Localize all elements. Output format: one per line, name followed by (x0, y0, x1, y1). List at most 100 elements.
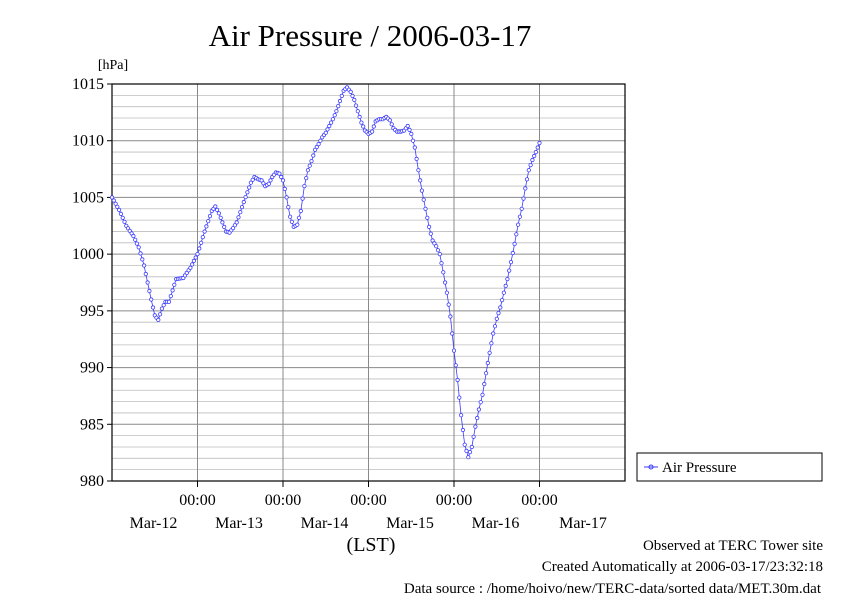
data-point (316, 142, 321, 147)
data-point (216, 211, 221, 216)
data-point (521, 196, 526, 201)
data-point (355, 109, 360, 114)
data-point (330, 117, 335, 122)
data-point (471, 434, 476, 439)
data-point (439, 261, 444, 266)
data-point (268, 178, 273, 183)
data-point (405, 123, 410, 129)
y-tick-label: 995 (80, 303, 104, 320)
data-point (327, 123, 332, 129)
legend-label: Air Pressure (662, 460, 737, 476)
data-point (138, 251, 143, 256)
data-point (304, 176, 309, 181)
data-point (426, 224, 432, 229)
footer-source-line: Data source : /home/hoivo/new/TERC-data/… (404, 581, 822, 595)
x-tick-time-label: 00:00 (436, 492, 472, 509)
data-point (145, 280, 150, 285)
data-point (448, 314, 453, 319)
data-point (352, 97, 357, 103)
data-point (409, 131, 414, 136)
legend-marker (648, 464, 654, 470)
data-point (311, 153, 316, 158)
data-point (115, 204, 120, 209)
y-tick-label: 1010 (72, 133, 104, 150)
data-point (460, 427, 465, 433)
data-point (350, 93, 355, 99)
data-point (430, 238, 435, 243)
data-point (168, 293, 173, 299)
legend: Air Pressure (636, 452, 823, 482)
data-point (117, 207, 122, 212)
data-point (462, 442, 467, 447)
data-point (357, 114, 362, 120)
data-point (284, 195, 289, 200)
x-tick-date-label: Mar-12 (130, 515, 178, 532)
data-point (314, 144, 319, 150)
data-point (492, 324, 498, 329)
data-point (334, 109, 339, 114)
data-point (507, 268, 512, 273)
data-point (451, 348, 457, 353)
data-point (159, 306, 164, 311)
y-tick-label: 990 (80, 360, 104, 377)
legend-box (636, 452, 823, 482)
data-point (239, 205, 245, 210)
data-point (519, 206, 524, 211)
data-point (318, 138, 323, 143)
x-tick-time-label: 00:00 (350, 492, 386, 509)
data-point (280, 178, 286, 183)
data-point (172, 282, 177, 287)
data-point (353, 103, 359, 108)
data-point (328, 120, 334, 125)
data-point (348, 89, 353, 95)
data-point (423, 206, 428, 211)
data-point (421, 197, 426, 202)
data-point (247, 185, 252, 190)
data-point (441, 270, 446, 275)
data-point (371, 124, 376, 129)
data-point (261, 181, 266, 186)
x-tick-date-label: Mar-16 (472, 515, 520, 532)
data-point (193, 255, 198, 260)
data-point (473, 424, 478, 429)
data-point (425, 215, 430, 220)
y-tick-label: 980 (80, 473, 104, 490)
footer-created-line: Created Automatically at 2006-03-17/23:3… (542, 559, 823, 575)
y-tick-label: 985 (80, 416, 104, 433)
data-point (444, 290, 449, 295)
x-tick-date-label: Mar-15 (386, 515, 434, 532)
data-point (437, 252, 442, 257)
data-point (295, 222, 300, 227)
data-point (494, 316, 499, 321)
data-point (166, 299, 172, 304)
data-point (266, 181, 271, 186)
x-axis-label: (LST) (347, 534, 396, 556)
data-point (156, 317, 161, 322)
data-point (498, 305, 503, 310)
data-point (222, 224, 227, 229)
data-point (113, 201, 118, 206)
data-point (446, 302, 451, 307)
data-point (442, 280, 448, 285)
data-point (455, 377, 460, 383)
grid-lines (112, 84, 625, 481)
data-point (457, 395, 462, 400)
data-point (282, 186, 287, 191)
data-point (218, 215, 223, 220)
data-point (220, 220, 225, 225)
data-point (111, 198, 116, 203)
data-point (478, 400, 483, 405)
data-point (232, 223, 237, 228)
data-point (467, 449, 473, 455)
data-point (515, 222, 521, 227)
data-point (491, 331, 496, 336)
data-point (526, 168, 531, 173)
data-point (323, 130, 328, 135)
data-point (191, 258, 196, 263)
data-point (532, 153, 537, 159)
data-point (514, 232, 519, 237)
data-point (158, 312, 163, 317)
data-point (505, 276, 510, 282)
data-point (170, 288, 175, 293)
data-point (510, 250, 515, 256)
